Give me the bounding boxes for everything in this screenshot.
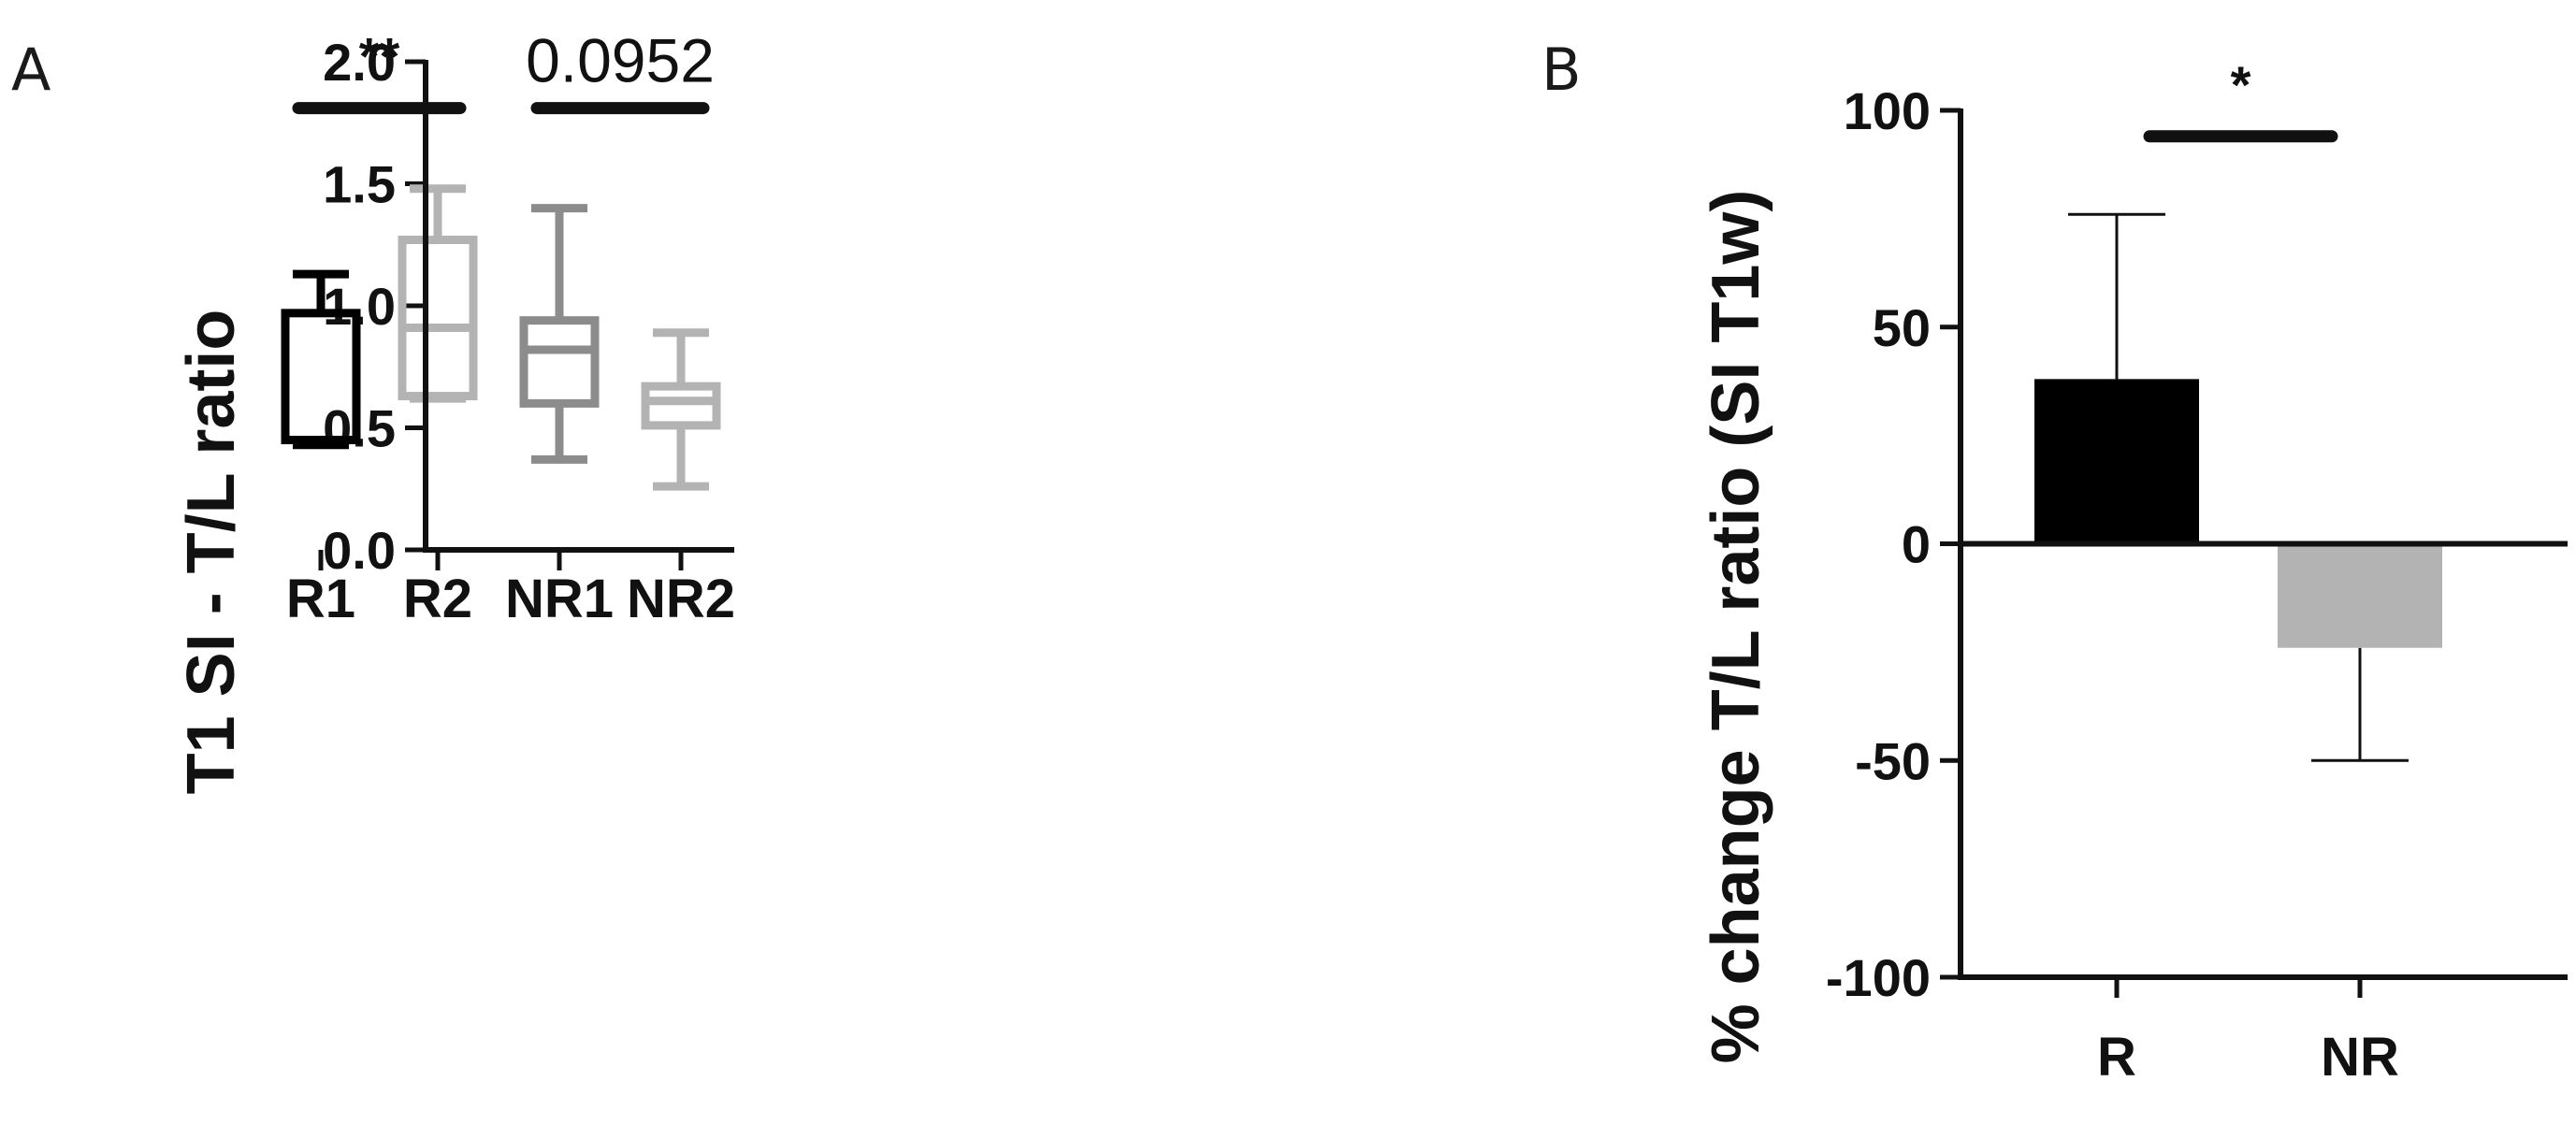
panel-a-category-label: R2 <box>403 569 472 629</box>
bar-nr <box>2278 543 2442 762</box>
panel-a-significance-label: ** <box>359 27 400 86</box>
panel-b-y-tick-label: -100 <box>1826 948 1931 1007</box>
panel-b-y-tick-label: -50 <box>1855 731 1931 790</box>
box-nr2 <box>641 328 721 491</box>
bar-rect <box>2278 543 2442 648</box>
panel-a-axes <box>423 60 734 553</box>
panel-a-y-tick-label: 1.5 <box>323 155 396 214</box>
panel-b-letter: B <box>1541 36 1582 104</box>
panel-b-category-label: R <box>2097 1027 2136 1088</box>
panel-b-y-tick-label: 50 <box>1873 298 1931 357</box>
panel-a-y-axis-title: T1 SI - T/L ratio <box>174 310 249 795</box>
panel-a-category-label: NR1 <box>505 569 614 629</box>
panel-a-y-ticks: 0.00.51.01.52.0 <box>323 33 426 580</box>
panel-a-categories: R1 R2 NR1 NR2 <box>286 550 735 629</box>
box-body <box>398 236 478 401</box>
panel-b-y-ticks: -100 -50 0 50 100 <box>1826 81 1961 1007</box>
panel-a-significance-label: 0.0952 <box>526 26 715 95</box>
bar-r <box>2034 212 2199 544</box>
panel-b-significance-label: * <box>2231 55 2251 114</box>
panel-b-category-label: NR <box>2321 1027 2399 1088</box>
box-body <box>641 382 721 430</box>
bar-rect <box>2034 379 2199 544</box>
panel-a: A T1 SI - T/L ratio 0.00.51.01.52.0 ** 0.… <box>11 26 735 795</box>
panel-a-y-tick-label: 2.0 <box>323 33 396 92</box>
panel-a-letter: A <box>11 36 51 104</box>
panel-b: B % change T/L ratio (SI T1w) -100 -50 0 50… <box>1541 36 2568 1088</box>
box-r2 <box>398 184 478 403</box>
panel-a-boxes <box>281 184 721 491</box>
panel-b-categories: R NR <box>2097 977 2399 1088</box>
box-r1 <box>281 269 361 450</box>
panel-b-y-tick-label: 0 <box>1902 515 1931 574</box>
panel-a-significance: ** 0.0952 <box>292 26 715 115</box>
panel-a-y-tick-label: 0.0 <box>323 521 396 580</box>
panel-b-y-tick-label: 100 <box>1844 81 1931 140</box>
box-body <box>519 316 600 408</box>
box-nr1 <box>519 204 600 464</box>
panel-a-category-label: NR2 <box>627 569 735 629</box>
panel-b-y-axis-title: % change T/L ratio (SI T1w) <box>1699 190 1773 1064</box>
panel-a-category-label: R1 <box>286 569 355 629</box>
panel-b-axes <box>1958 108 2568 980</box>
panel-b-significance: * <box>2143 55 2338 143</box>
panel-b-bars <box>2034 212 2442 762</box>
